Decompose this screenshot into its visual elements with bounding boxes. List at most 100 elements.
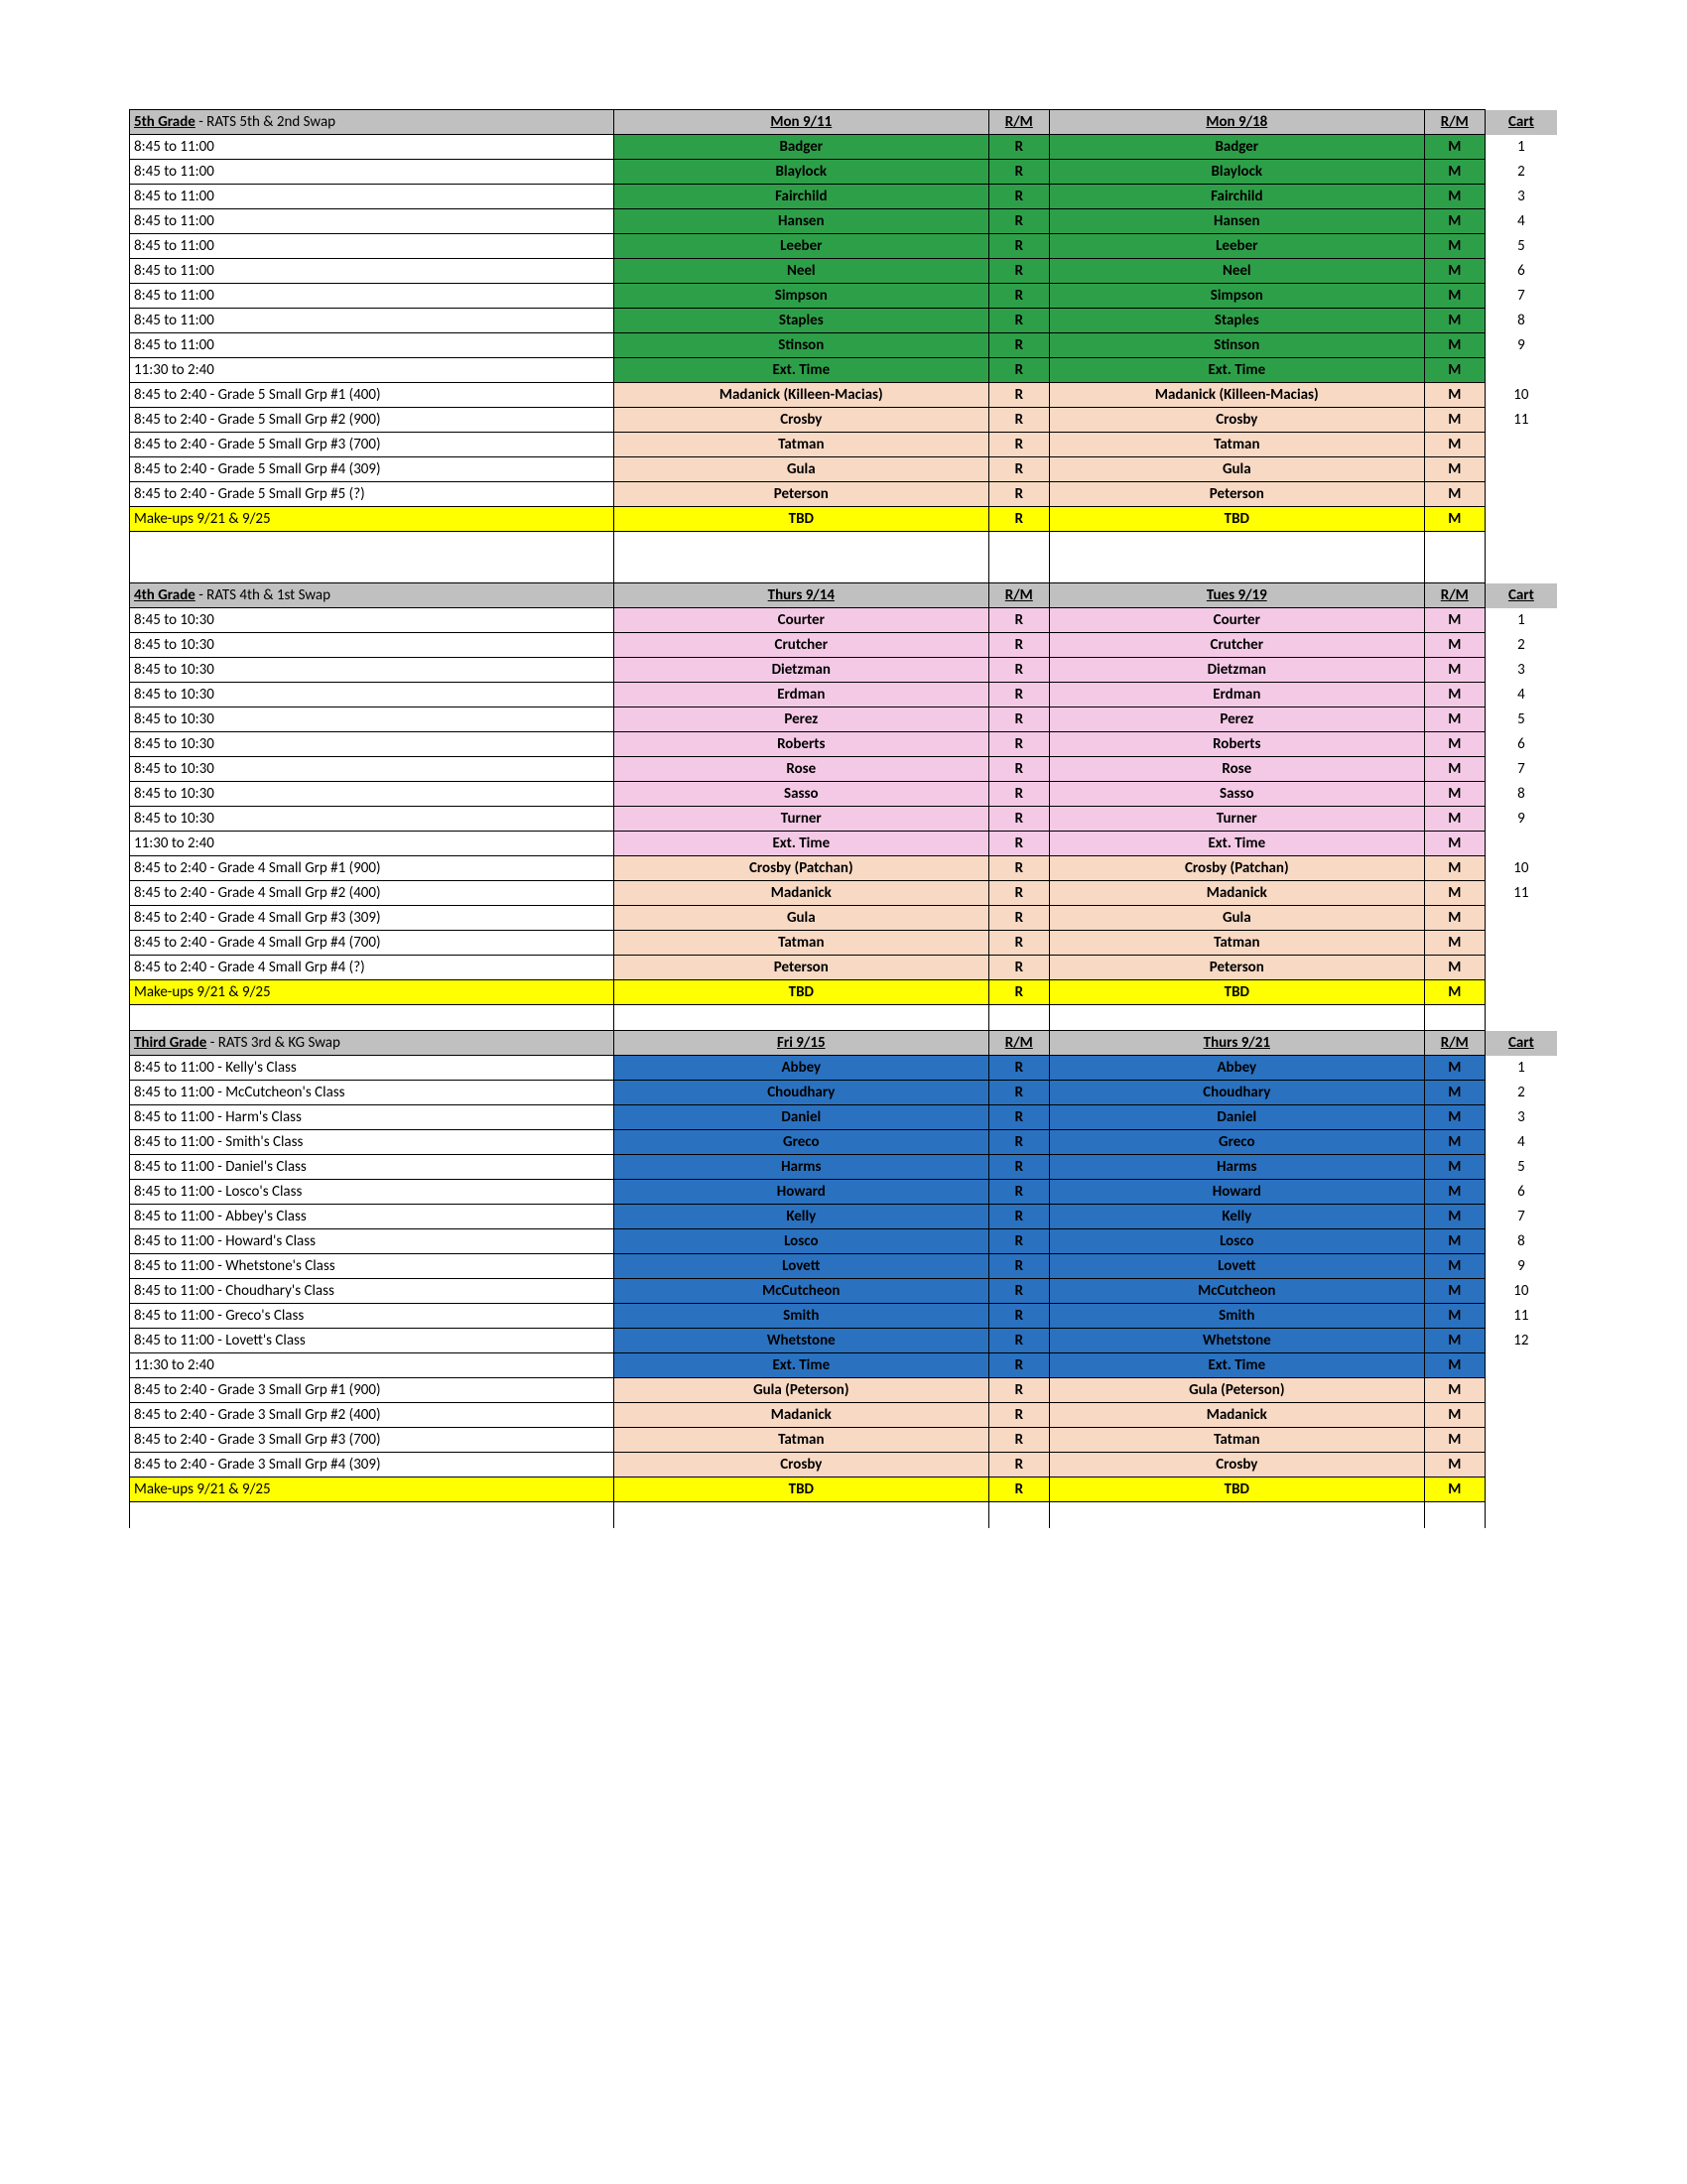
teacher-day1: Gula (613, 906, 988, 931)
schedule-row: 11:30 to 2:40Ext. TimeRExt. TimeM (130, 832, 1558, 856)
time-cell: 8:45 to 2:40 - Grade 5 Small Grp #4 (309… (130, 457, 614, 482)
rm1-header-cell: R/M (988, 583, 1049, 608)
teacher-day2: Neel (1049, 259, 1424, 284)
day2-header: Mon 9/18 (1206, 113, 1267, 131)
teacher-day2: Smith (1049, 1304, 1424, 1329)
teacher-day2: Rose (1049, 757, 1424, 782)
rm-day2: M (1424, 457, 1485, 482)
rm-day2: M (1424, 433, 1485, 457)
time-cell: 8:45 to 11:00 (130, 160, 614, 185)
day1-header: Fri 9/15 (777, 1034, 826, 1052)
cart-number: 3 (1485, 1105, 1557, 1130)
schedule-table: 5th Grade - RATS 5th & 2nd SwapMon 9/11R… (129, 109, 1558, 1528)
rm-day1: R (988, 358, 1049, 383)
rm-day2: M (1424, 956, 1485, 980)
time-cell: 8:45 to 2:40 - Grade 4 Small Grp #2 (400… (130, 881, 614, 906)
rm-day2: M (1424, 482, 1485, 507)
rm-day1: R (988, 1205, 1049, 1229)
teacher-day1: TBD (613, 1477, 988, 1502)
teacher-day2: TBD (1049, 1477, 1424, 1502)
time-cell: 8:45 to 2:40 - Grade 4 Small Grp #4 (?) (130, 956, 614, 980)
cart-number: 10 (1485, 1279, 1557, 1304)
cart-number (1485, 1403, 1557, 1428)
schedule-row: 8:45 to 11:00 - Whetstone's ClassLovettR… (130, 1254, 1558, 1279)
schedule-row: 8:45 to 11:00 - Kelly's ClassAbbeyRAbbey… (130, 1056, 1558, 1081)
schedule-row: 8:45 to 2:40 - Grade 5 Small Grp #4 (309… (130, 457, 1558, 482)
rm-day2: M (1424, 1254, 1485, 1279)
teacher-day2: Gula (1049, 457, 1424, 482)
rm-day1: R (988, 1329, 1049, 1353)
rm-day1: R (988, 1081, 1049, 1105)
cart-number: 9 (1485, 1254, 1557, 1279)
teacher-day2: Whetstone (1049, 1329, 1424, 1353)
time-cell: 8:45 to 2:40 - Grade 3 Small Grp #1 (900… (130, 1378, 614, 1403)
teacher-day2: Peterson (1049, 482, 1424, 507)
rm-header: R/M (1005, 113, 1033, 131)
cart-number (1485, 1353, 1557, 1378)
teacher-day1: Tatman (613, 1428, 988, 1453)
rm2-header-cell: R/M (1424, 110, 1485, 135)
rm-day2: M (1424, 309, 1485, 333)
rm-day2: M (1424, 185, 1485, 209)
time-cell: 8:45 to 11:00 - Choudhary's Class (130, 1279, 614, 1304)
time-cell: 8:45 to 11:00 (130, 135, 614, 160)
cart-number: 4 (1485, 209, 1557, 234)
section-title-cell: Third Grade - RATS 3rd & KG Swap (130, 1031, 614, 1056)
rm-day2: M (1424, 1180, 1485, 1205)
rm-day2: M (1424, 1403, 1485, 1428)
rm-day1: R (988, 259, 1049, 284)
rm-day1: R (988, 732, 1049, 757)
teacher-day2: Greco (1049, 1130, 1424, 1155)
day2-header: Tues 9/19 (1207, 586, 1267, 604)
teacher-day2: Roberts (1049, 732, 1424, 757)
rm-day1: R (988, 457, 1049, 482)
teacher-day1: Hansen (613, 209, 988, 234)
time-cell: 8:45 to 10:30 (130, 732, 614, 757)
teacher-day1: Stinson (613, 333, 988, 358)
teacher-day1: Whetstone (613, 1329, 988, 1353)
schedule-row: 8:45 to 11:00HansenRHansenM4 (130, 209, 1558, 234)
rm-day1: R (988, 707, 1049, 732)
cart-number (1485, 832, 1557, 856)
rm-day1: R (988, 507, 1049, 532)
rm-day2: M (1424, 906, 1485, 931)
rm-day1: R (988, 284, 1049, 309)
schedule-row: 8:45 to 2:40 - Grade 3 Small Grp #1 (900… (130, 1378, 1558, 1403)
time-cell: 8:45 to 11:00 (130, 309, 614, 333)
teacher-day2: Gula (Peterson) (1049, 1378, 1424, 1403)
time-cell: 8:45 to 10:30 (130, 757, 614, 782)
teacher-day2: Sasso (1049, 782, 1424, 807)
rm-day2: M (1424, 383, 1485, 408)
schedule-row: 8:45 to 11:00 - Harm's ClassDanielRDanie… (130, 1105, 1558, 1130)
rm-day1: R (988, 383, 1049, 408)
rm-day1: R (988, 931, 1049, 956)
teacher-day1: Blaylock (613, 160, 988, 185)
teacher-day1: Perez (613, 707, 988, 732)
teacher-day2: Simpson (1049, 284, 1424, 309)
schedule-row: 8:45 to 11:00 - Abbey's ClassKellyRKelly… (130, 1205, 1558, 1229)
teacher-day2: Madanick (1049, 881, 1424, 906)
teacher-day1: Choudhary (613, 1081, 988, 1105)
rm-day1: R (988, 658, 1049, 683)
teacher-day1: Peterson (613, 482, 988, 507)
cart-number (1485, 1428, 1557, 1453)
time-cell: 8:45 to 11:00 - Whetstone's Class (130, 1254, 614, 1279)
rm-day1: R (988, 1304, 1049, 1329)
schedule-row: 8:45 to 11:00 - Greco's ClassSmithRSmith… (130, 1304, 1558, 1329)
rm-day2: M (1424, 1353, 1485, 1378)
cart-number: 7 (1485, 757, 1557, 782)
time-cell: 8:45 to 11:00 - Greco's Class (130, 1304, 614, 1329)
teacher-day2: Peterson (1049, 956, 1424, 980)
day2-header: Thurs 9/21 (1204, 1034, 1270, 1052)
rm-header: R/M (1005, 586, 1033, 604)
schedule-row: 8:45 to 10:30RoseRRoseM7 (130, 757, 1558, 782)
schedule-row: 8:45 to 11:00StinsonRStinsonM9 (130, 333, 1558, 358)
rm-day2: M (1424, 856, 1485, 881)
cart-number: 11 (1485, 408, 1557, 433)
time-cell: 11:30 to 2:40 (130, 832, 614, 856)
rm-day1: R (988, 1130, 1049, 1155)
teacher-day1: Simpson (613, 284, 988, 309)
time-cell: 8:45 to 11:00 - Kelly's Class (130, 1056, 614, 1081)
teacher-day1: Fairchild (613, 185, 988, 209)
cart-number (1485, 358, 1557, 383)
